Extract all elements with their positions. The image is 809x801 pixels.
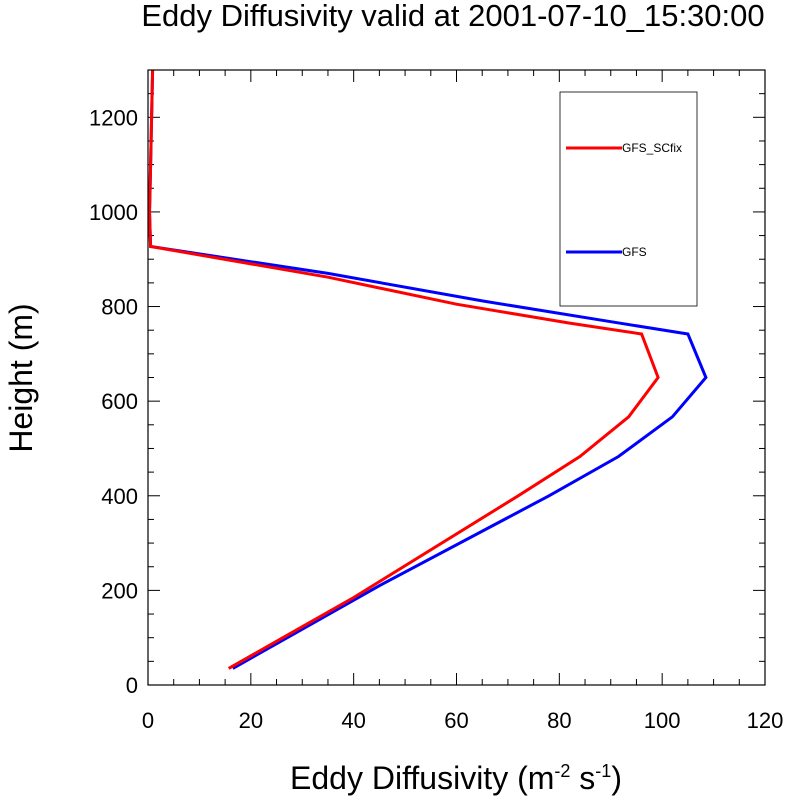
- x-tick-label: 100: [644, 708, 681, 733]
- legend: GFS_SCfix GFS: [559, 91, 698, 307]
- x-tick-label: 120: [747, 708, 784, 733]
- x-tick-label: 0: [142, 708, 154, 733]
- x-tick-label: 60: [444, 708, 468, 733]
- series-lines: [147, 69, 708, 670]
- y-tick-label: 200: [101, 578, 138, 603]
- legend-label-gfs: GFS: [622, 245, 647, 259]
- plot-frame: [147, 69, 766, 686]
- chart-title: Eddy Diffusivity valid at 2001-07-10_15:…: [141, 0, 764, 33]
- legend-label-gfs-scfix: GFS_SCfix: [622, 141, 682, 155]
- y-tick-label: 0: [126, 673, 138, 698]
- legend-box: [559, 91, 698, 307]
- x-tick-label: 80: [547, 708, 571, 733]
- series-line-gfs-scfix: [147, 69, 660, 670]
- x-tick-label: 40: [341, 708, 365, 733]
- y-axis-label: Height (m): [3, 303, 39, 452]
- x-axis-label: Eddy Diffusivity (m-2 s-1): [290, 760, 622, 796]
- y-tick-label: 600: [101, 389, 138, 414]
- y-tick-label: 1200: [89, 105, 138, 130]
- y-tick-label: 1000: [89, 200, 138, 225]
- y-tick-label: 800: [101, 295, 138, 320]
- y-tick-label: 400: [101, 484, 138, 509]
- x-tick-label: 20: [239, 708, 263, 733]
